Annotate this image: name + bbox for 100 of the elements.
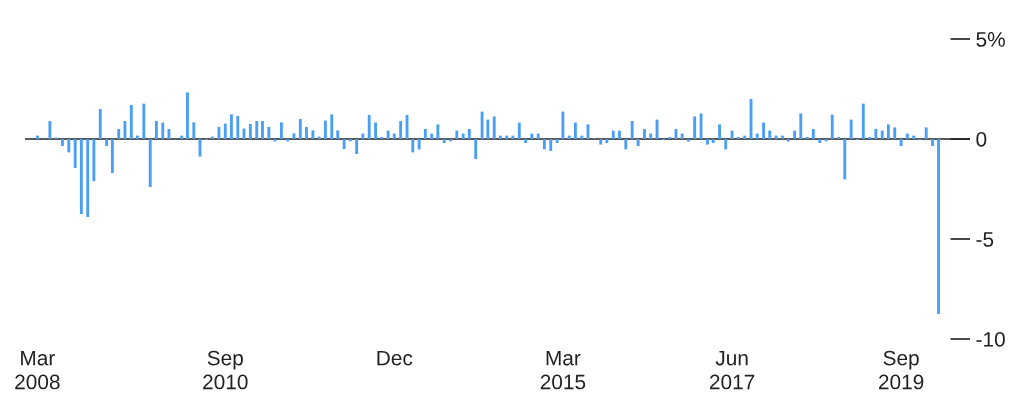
bar [605, 139, 609, 143]
bar [311, 130, 315, 139]
bar [830, 114, 834, 139]
bar [467, 129, 471, 139]
bar [342, 139, 346, 149]
bar [781, 135, 784, 139]
bar [217, 127, 221, 139]
bar [136, 135, 139, 139]
bar [417, 139, 421, 150]
bar [105, 139, 109, 146]
bar [573, 122, 577, 139]
bar [430, 133, 434, 139]
bar [436, 124, 440, 139]
x-tick-label: Mar 2015 [540, 350, 586, 390]
bar [786, 139, 790, 142]
bar [355, 139, 359, 154]
bar [129, 105, 133, 139]
bar [48, 121, 52, 139]
bar [79, 139, 83, 214]
bar [705, 139, 709, 145]
x-tick-label: Dec [377, 350, 413, 366]
bar [192, 122, 196, 139]
x-tick-label: Jun 2017 [709, 350, 755, 390]
bar [374, 122, 378, 139]
bar [874, 129, 878, 139]
bar [492, 116, 496, 139]
bar [899, 139, 903, 146]
bar [811, 129, 815, 139]
bar [392, 133, 396, 139]
bar [774, 135, 778, 139]
bar [567, 135, 571, 139]
bar [561, 111, 565, 139]
bar [386, 130, 390, 139]
bar [330, 114, 334, 139]
bar [636, 139, 640, 146]
bar [861, 103, 865, 139]
bar [799, 113, 803, 139]
bar [530, 133, 534, 139]
bar [580, 135, 584, 139]
bar [912, 135, 916, 139]
bar [542, 139, 546, 150]
bar [524, 139, 528, 143]
bar [755, 133, 759, 139]
bar [305, 127, 308, 139]
bar [423, 129, 427, 139]
bar [517, 122, 521, 139]
y-tick-label: -10 [976, 332, 1005, 347]
bar [643, 129, 646, 139]
bar [98, 109, 102, 139]
bar [67, 139, 71, 153]
bar [718, 124, 721, 139]
bar [937, 139, 940, 314]
bar [154, 121, 158, 139]
bar [768, 130, 772, 139]
y-tick-label: 5% [976, 32, 1005, 47]
bar [411, 139, 415, 153]
bar [267, 127, 271, 139]
bar [236, 116, 240, 139]
bar [893, 127, 897, 139]
bar [60, 139, 64, 146]
bar [148, 139, 152, 187]
bar [818, 139, 822, 143]
y-tick-label: -5 [976, 232, 994, 247]
bar [511, 135, 515, 139]
bar [399, 121, 403, 139]
bar [849, 119, 853, 139]
bar [186, 92, 189, 139]
bar [142, 103, 146, 139]
bar [624, 139, 628, 150]
bar [693, 116, 697, 139]
bar [230, 114, 233, 139]
bar [498, 135, 502, 139]
y-tick-label: 0 [976, 132, 987, 147]
bar [486, 119, 490, 139]
bar [167, 129, 171, 139]
bar [180, 135, 184, 139]
bar [161, 122, 165, 139]
bar [298, 119, 302, 139]
bar [649, 133, 653, 139]
bar [611, 130, 615, 139]
bar [599, 139, 603, 145]
bar [931, 139, 935, 146]
bar [730, 130, 734, 139]
bar [455, 130, 459, 139]
bar [261, 121, 264, 139]
bar [361, 133, 365, 139]
x-tick-label: Mar 2008 [15, 350, 60, 390]
bar [886, 124, 890, 139]
bar [223, 123, 227, 139]
bar [687, 139, 690, 142]
bar [762, 122, 765, 139]
bar [92, 139, 96, 181]
bar [793, 130, 797, 139]
bar [555, 139, 559, 143]
bar [461, 133, 465, 139]
bar [35, 135, 39, 139]
bar [843, 139, 847, 180]
bar [617, 130, 621, 139]
bar [880, 130, 884, 139]
x-tick-label: Sep 2019 [879, 350, 924, 390]
